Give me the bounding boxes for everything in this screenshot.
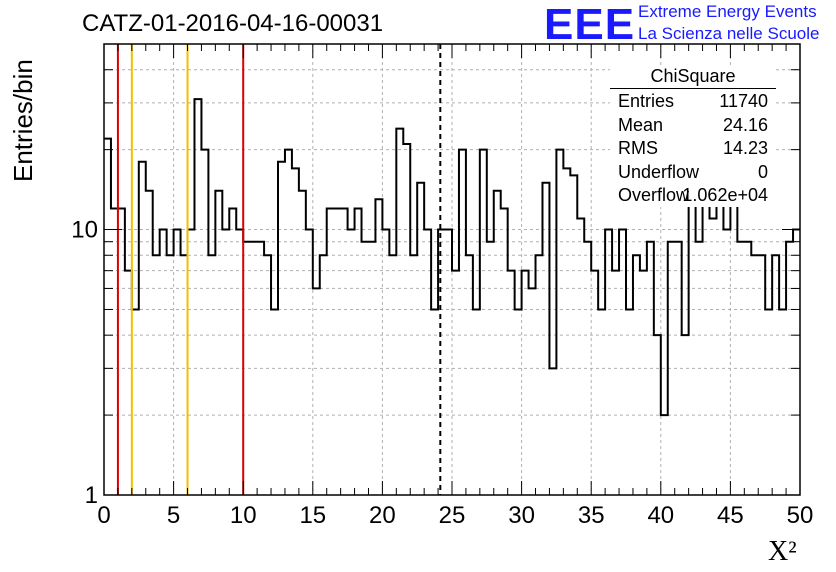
stats-value: 24.16: [722, 114, 768, 135]
stats-value: 11740: [719, 91, 768, 111]
eee-logo: EEE: [544, 0, 636, 49]
stats-key: Entries: [618, 91, 675, 111]
stats-row-overflow: Overflow 1.062e+04: [610, 183, 776, 207]
chart-title: CATZ-01-2016-04-16-00031: [82, 10, 384, 37]
stats-key: Mean: [618, 114, 664, 135]
stats-key: Overflow: [618, 185, 690, 205]
stats-key: Underflow: [618, 161, 700, 182]
x-tick-label: 30: [508, 502, 535, 529]
stats-box: ChiSquare Entries 11740 Mean 24.16 RMS 14.2…: [610, 66, 776, 207]
histogram-series: [104, 98, 800, 417]
x-tick-label: 25: [439, 502, 466, 529]
y-tick-label: 1: [85, 482, 98, 509]
stats-value: 0: [757, 161, 768, 182]
stats-row-underflow: Underflow 0: [610, 160, 776, 184]
logo-subtitle-1: Extreme Energy Events: [638, 2, 817, 21]
axis-ticks: 0 5 10 15 20 25 30 35 40 45 50 1 10: [71, 44, 813, 529]
stats-title: ChiSquare: [610, 66, 776, 89]
stats-value: 14.23: [722, 138, 768, 158]
x-tick-label: 0: [97, 502, 110, 529]
x-tick-label: 20: [369, 502, 396, 529]
x-tick-label: 50: [787, 502, 814, 529]
reference-lines: [116, 44, 442, 495]
x-tick-label: 5: [167, 502, 180, 529]
stats-row-entries: Entries 11740: [610, 89, 776, 113]
y-tick-label: 10: [71, 217, 98, 244]
x-tick-label: 15: [299, 502, 326, 529]
stats-key: RMS: [618, 138, 658, 158]
stats-row-rms: RMS 14.23: [610, 136, 776, 160]
stats-value: 1.062e+04: [682, 185, 768, 205]
x-tick-label: 35: [578, 502, 605, 529]
stats-row-mean: Mean 24.16: [610, 113, 776, 137]
x-tick-label: 40: [647, 502, 674, 529]
logo-subtitle-2: La Scienza nelle Scuole: [638, 24, 820, 43]
histogram-line: [104, 98, 800, 417]
x-tick-label: 10: [230, 502, 257, 529]
x-tick-label: 45: [717, 502, 744, 529]
x-axis-label: X²: [768, 536, 797, 567]
